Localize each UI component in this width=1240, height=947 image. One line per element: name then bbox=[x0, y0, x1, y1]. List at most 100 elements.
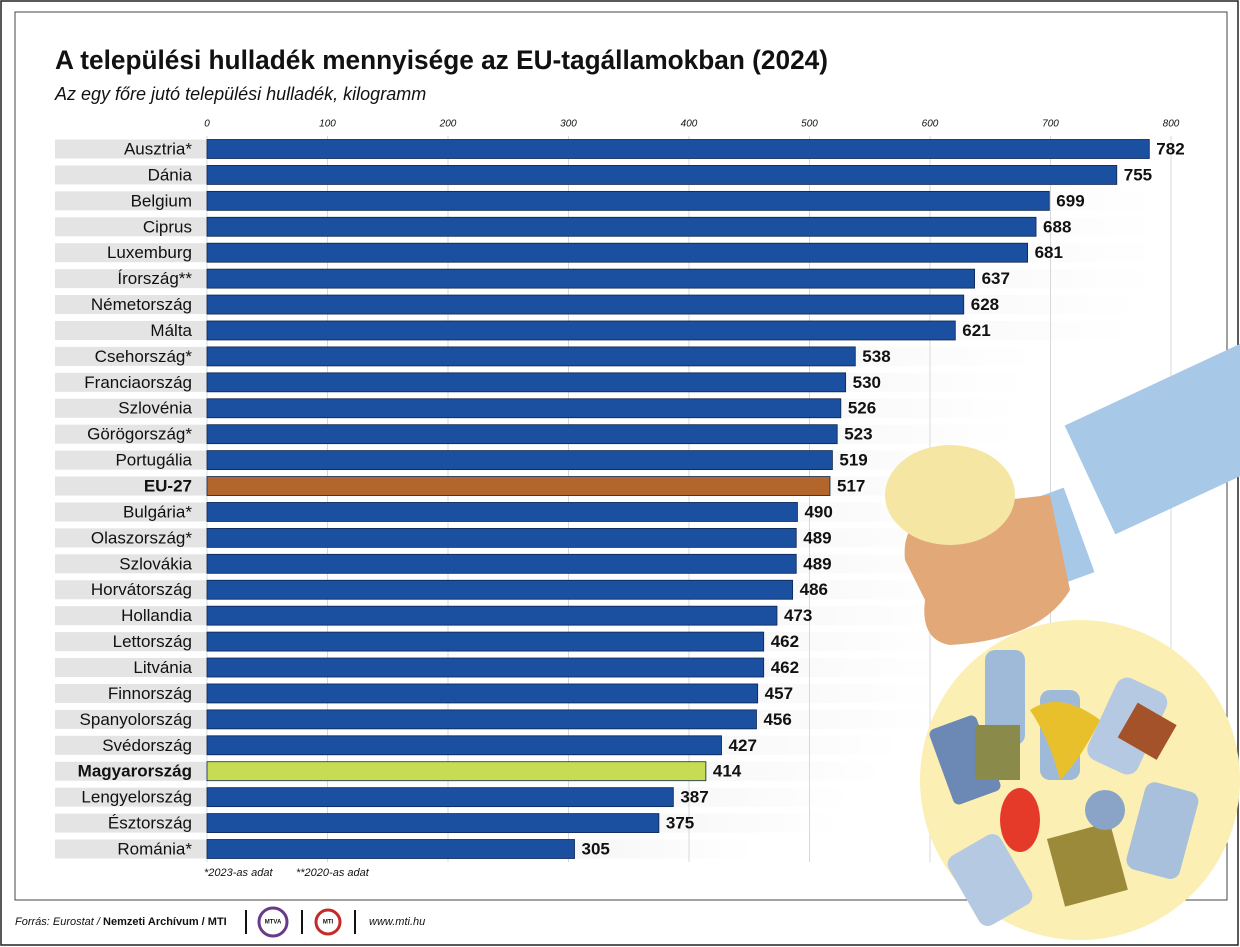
bar bbox=[206, 165, 1118, 185]
value-label: 519 bbox=[839, 451, 867, 470]
y-tick-label: Bulgária* bbox=[123, 502, 192, 521]
value-label: 490 bbox=[804, 502, 832, 521]
value-label: 375 bbox=[666, 814, 694, 833]
y-tick-label: Németország bbox=[91, 295, 192, 314]
bar bbox=[206, 450, 833, 471]
value-label: 462 bbox=[771, 658, 799, 677]
source: Forrás: Eurostat / Nemzeti Archívum / MT… bbox=[15, 916, 227, 928]
y-tick-label: Hollandia bbox=[121, 606, 192, 625]
x-tick-label: 200 bbox=[439, 119, 457, 130]
source-name: Nemzeti Archívum bbox=[103, 916, 199, 928]
y-tick-label: Szlovákia bbox=[119, 554, 192, 573]
logo-text: MTVA bbox=[265, 920, 282, 926]
y-tick-label: Csehország* bbox=[95, 347, 193, 366]
bar bbox=[206, 268, 975, 289]
value-label: 530 bbox=[853, 373, 881, 392]
value-label: 414 bbox=[713, 762, 742, 781]
x-tick-label: 800 bbox=[1163, 119, 1180, 130]
y-tick-label: Lengyelország bbox=[81, 788, 192, 807]
label-band bbox=[55, 269, 207, 289]
label-band bbox=[55, 398, 207, 418]
y-tick-label: Olaszország* bbox=[91, 528, 192, 547]
source-prefix: Forrás: Eurostat / bbox=[15, 916, 101, 928]
value-label: 681 bbox=[1035, 243, 1063, 262]
x-tick-label: 0 bbox=[204, 119, 210, 130]
label-band bbox=[55, 761, 207, 781]
y-tick-label: Svédország bbox=[102, 736, 192, 755]
x-tick-label: 600 bbox=[922, 119, 939, 130]
x-tick-label: 700 bbox=[1042, 119, 1059, 130]
label-band bbox=[55, 658, 207, 678]
value-label: 517 bbox=[837, 477, 865, 496]
source-url: www.mti.hu bbox=[369, 916, 425, 928]
bar bbox=[206, 553, 797, 574]
value-label: 489 bbox=[803, 528, 831, 547]
bar bbox=[206, 761, 707, 782]
label-band bbox=[55, 735, 207, 755]
label-band bbox=[55, 528, 207, 548]
label-band bbox=[55, 476, 207, 496]
y-tick-label: Málta bbox=[150, 321, 192, 340]
bar bbox=[206, 502, 798, 522]
label-band bbox=[55, 191, 207, 211]
logo bbox=[257, 906, 289, 938]
chart-title: A települési hulladék mennyisége az EU-t… bbox=[55, 45, 828, 75]
label-band bbox=[55, 346, 207, 366]
label-band bbox=[55, 606, 207, 626]
label-band bbox=[55, 217, 207, 237]
bar bbox=[206, 839, 575, 859]
y-tick-label: Szlovénia bbox=[118, 399, 192, 418]
x-tick-label: 100 bbox=[319, 119, 336, 130]
logo-text: MTI bbox=[323, 920, 334, 926]
label-band bbox=[55, 165, 207, 185]
illustration bbox=[885, 341, 1240, 940]
label-band bbox=[55, 709, 207, 729]
value-label: 621 bbox=[962, 321, 990, 340]
subtitle: Az egy főre jutó települési hulladék, ki… bbox=[54, 84, 426, 104]
bar bbox=[206, 139, 1150, 159]
bar bbox=[206, 346, 856, 367]
value-label: 473 bbox=[784, 606, 812, 625]
label-band bbox=[55, 372, 207, 392]
value-label: 688 bbox=[1043, 217, 1071, 236]
value-label: 782 bbox=[1156, 139, 1184, 158]
label-band bbox=[55, 450, 207, 470]
label-band bbox=[55, 139, 207, 159]
value-label: 387 bbox=[680, 788, 708, 807]
label-band bbox=[55, 295, 207, 315]
value-label: 755 bbox=[1124, 165, 1152, 184]
label-band bbox=[55, 320, 207, 340]
bar bbox=[206, 579, 794, 600]
y-tick-label: Luxemburg bbox=[107, 243, 192, 262]
bar bbox=[206, 216, 1037, 237]
bar bbox=[206, 242, 1029, 263]
y-tick-label: Litvánia bbox=[133, 658, 192, 677]
x-tick-label: 400 bbox=[681, 119, 698, 130]
value-label: 489 bbox=[803, 554, 831, 573]
label-band bbox=[55, 813, 207, 833]
label-band bbox=[55, 502, 207, 522]
x-tick-label: 300 bbox=[560, 119, 577, 130]
bar bbox=[206, 631, 765, 652]
y-tick-label: Belgium bbox=[131, 191, 192, 210]
bar bbox=[206, 735, 722, 756]
label-band bbox=[55, 580, 207, 600]
y-tick-label: Horvátország bbox=[91, 580, 192, 599]
y-tick-label: Dánia bbox=[148, 165, 193, 184]
y-tick-label: Magyarország bbox=[78, 762, 192, 781]
bar bbox=[206, 683, 759, 704]
y-tick-label: Franciaország bbox=[84, 373, 192, 392]
value-label: 637 bbox=[982, 269, 1010, 288]
value-label: 427 bbox=[729, 736, 757, 755]
y-tick-label: Ciprus bbox=[143, 217, 192, 236]
y-tick-label: Portugália bbox=[115, 451, 192, 470]
bar bbox=[206, 709, 757, 730]
value-label: 486 bbox=[800, 580, 828, 599]
bar bbox=[206, 372, 847, 393]
y-tick-label: EU-27 bbox=[144, 477, 192, 496]
y-tick-label: Ausztria* bbox=[124, 139, 192, 158]
y-tick-label: Lettország bbox=[113, 632, 192, 651]
source-suffix: / MTI bbox=[202, 916, 227, 928]
label-band bbox=[55, 787, 207, 807]
